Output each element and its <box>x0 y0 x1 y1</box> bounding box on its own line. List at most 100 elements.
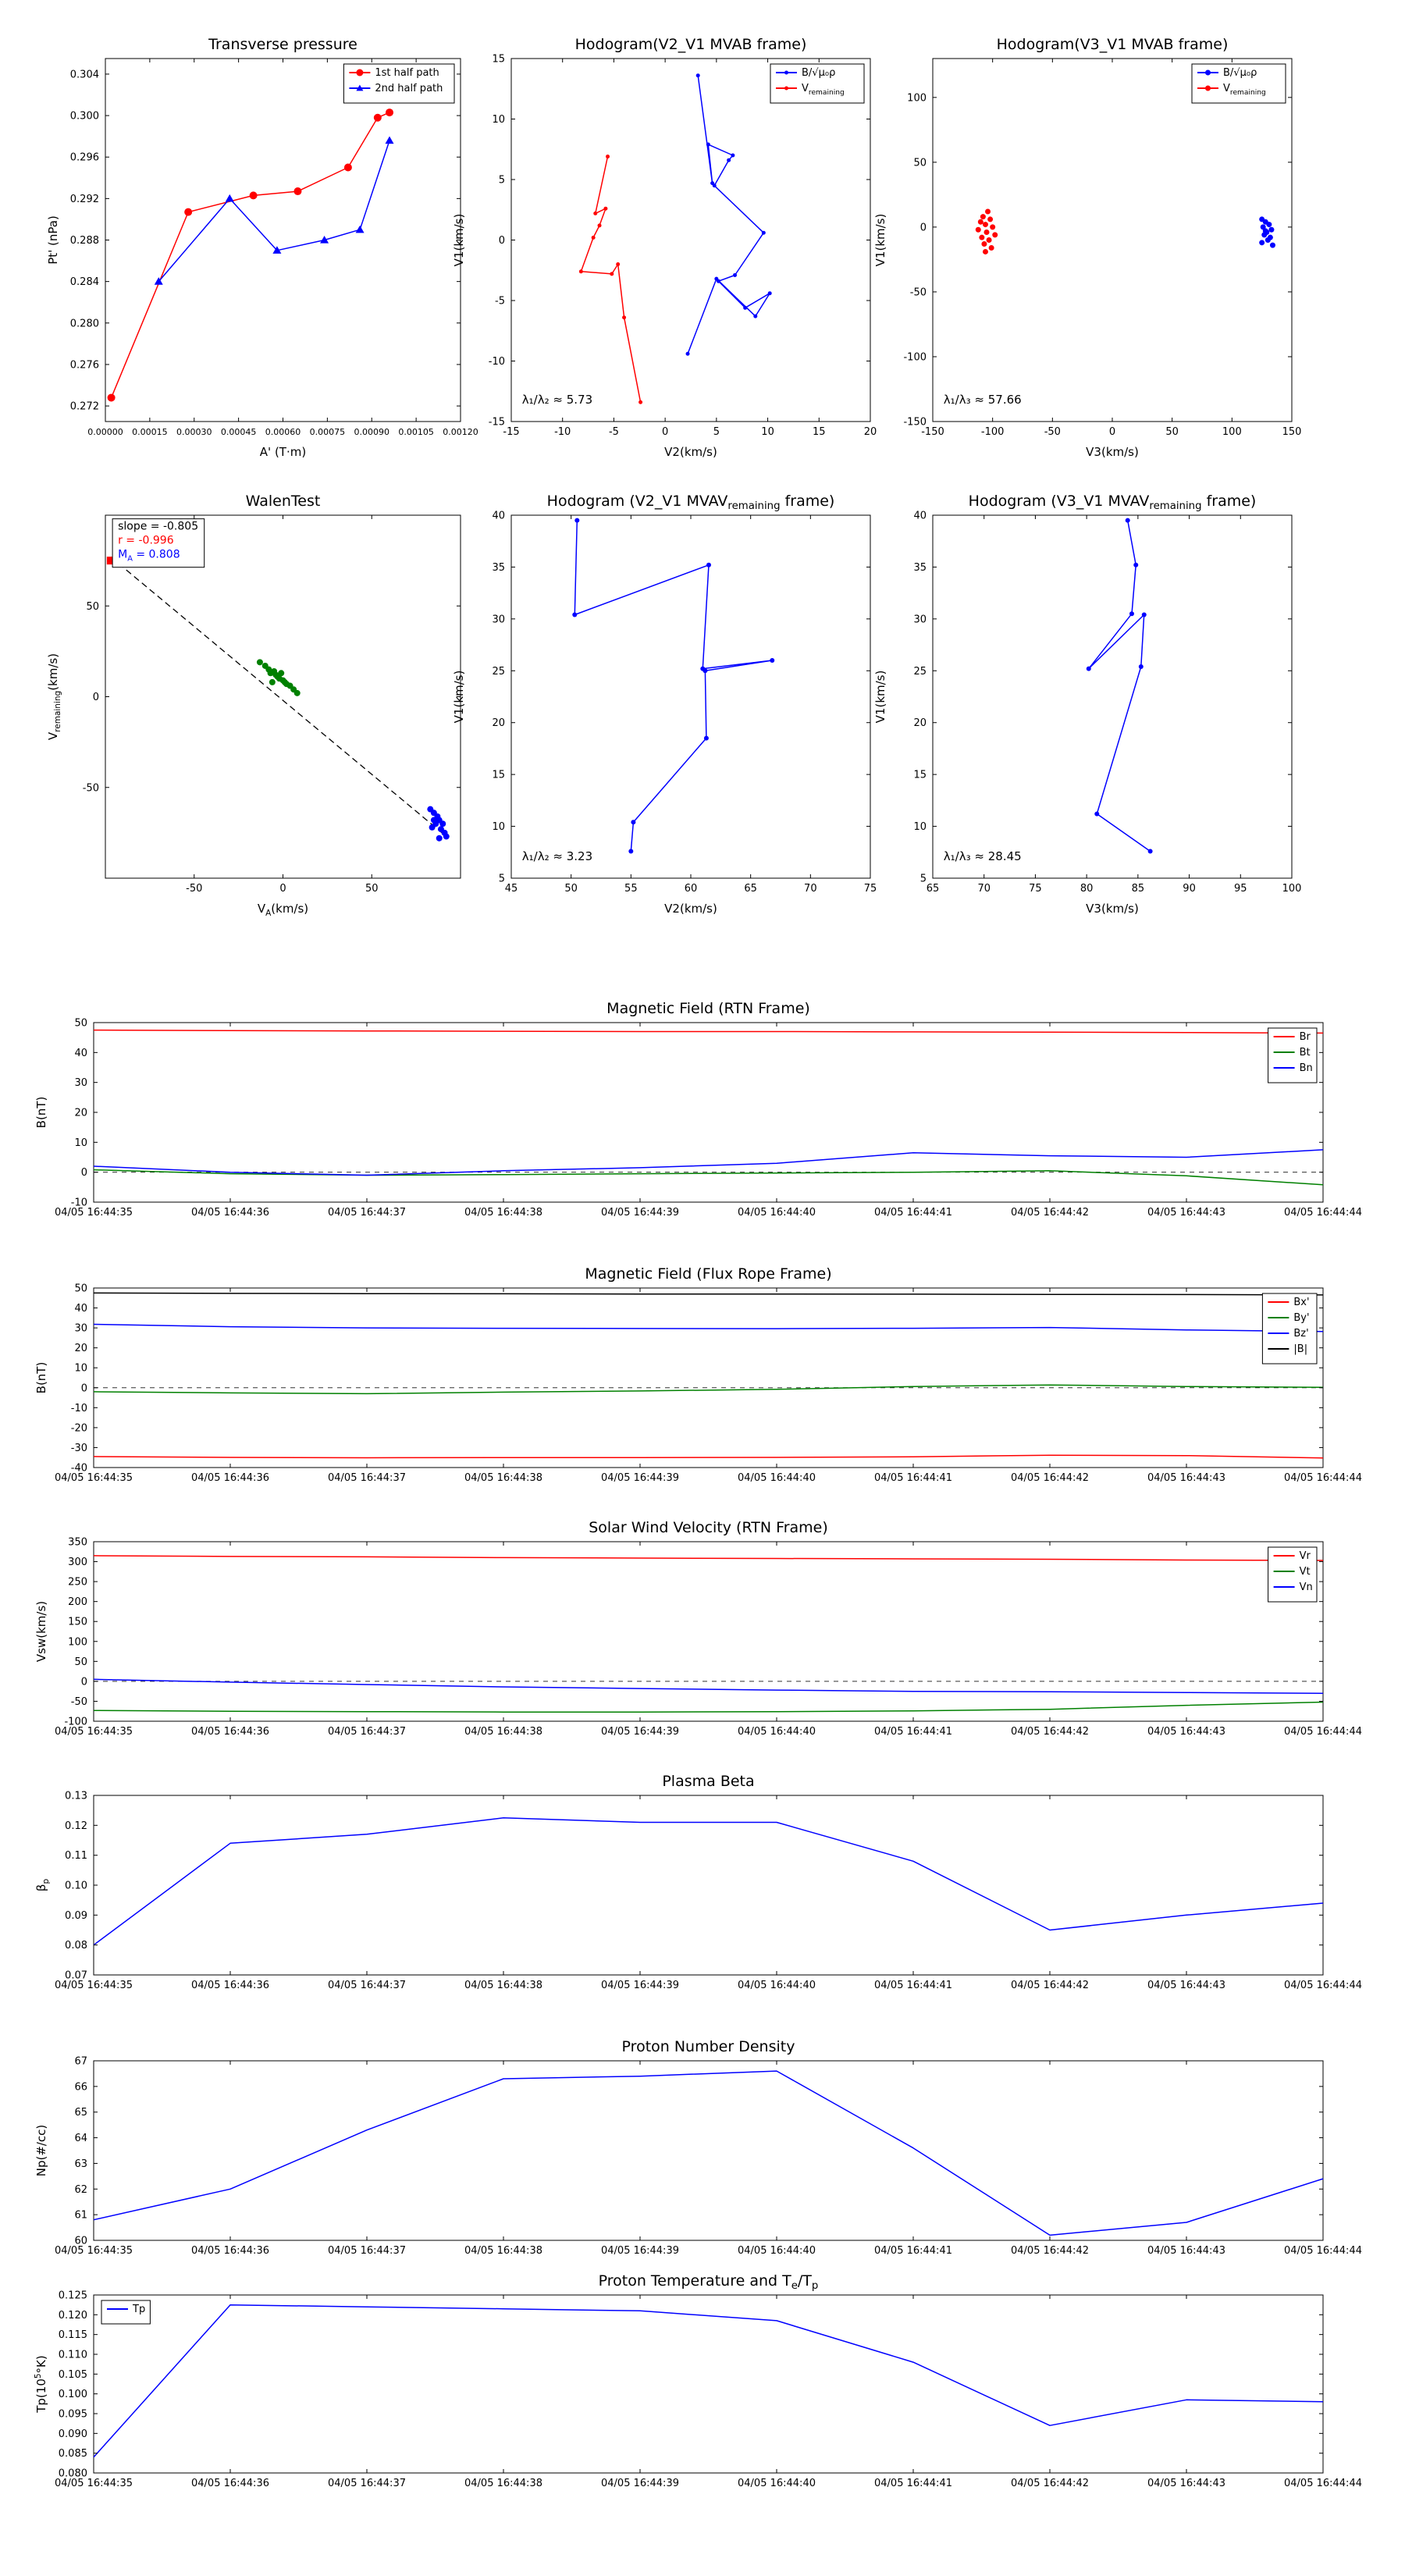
x-tick-label: 70 <box>977 883 991 895</box>
annotation-text: λ₁/λ₃ ≈ 57.66 <box>944 393 1022 407</box>
y-tick-label: 150 <box>68 1617 87 1628</box>
marker-b-over-sqrt-mu0-rho <box>731 153 735 158</box>
marker-first-half-path <box>249 191 258 200</box>
x-tick-label: 04/05 16:44:42 <box>1011 2245 1089 2257</box>
x-tick-label: 04/05 16:44:38 <box>464 1726 542 1738</box>
x-tick-label: 04/05 16:44:37 <box>328 1980 406 1991</box>
legend-item-label: Bt <box>1300 1047 1311 1059</box>
panel-title: Magnetic Field (RTN Frame) <box>606 1000 810 1017</box>
y-axis-label: V1(km/s) <box>452 214 466 267</box>
x-tick-label: 04/05 16:44:44 <box>1284 1472 1362 1484</box>
x-tick-label: 45 <box>505 883 518 895</box>
panel-magnetic-field-rtn: 04/05 16:44:35 04/05 16:44:36 04/05 16:44:… <box>34 1000 1362 1219</box>
series-By-prime <box>93 1384 1324 1395</box>
y-tick-label: -10 <box>71 1403 87 1414</box>
x-tick-label: 04/05 16:44:39 <box>601 1207 679 1219</box>
x-tick-label: 04/05 16:44:39 <box>601 1472 679 1484</box>
legend-sample-marker <box>1205 69 1211 76</box>
series-Vt <box>93 1701 1324 1713</box>
legend-box <box>770 63 865 104</box>
panel-hodogram-v3v1-mvav: 65 70 75 80 85 90 95 100 5 10 15 20 25 30 35 40 Hodogram… <box>873 493 1301 916</box>
marker-second-half-path <box>225 194 234 202</box>
annotation-text: MA = 0.808 <box>118 549 180 564</box>
marker-v-remaining-cluster <box>992 232 998 238</box>
marker-v-remaining-cluster <box>975 226 981 233</box>
x-axis-label: A' (T·m) <box>260 445 306 459</box>
x-tick-label: 04/05 16:44:42 <box>1011 1207 1089 1219</box>
marker-b-over-sqrt-mu0-rho <box>733 272 738 277</box>
y-tick-label: 0.07 <box>65 1970 87 1982</box>
marker-b-hodogram <box>1138 664 1144 669</box>
x-tick-label: 65 <box>744 883 757 895</box>
marker-v-remaining-cluster <box>984 229 990 236</box>
y-axis-label: B(nT) <box>34 1097 48 1129</box>
y-tick-label: 0.105 <box>59 2369 87 2381</box>
series-Bx-prime <box>93 1454 1324 1459</box>
y-tick-label: 0.120 <box>59 2310 87 2322</box>
marker-b-cluster <box>1268 226 1275 233</box>
marker-second-half-path <box>272 246 282 254</box>
panel-proton-temperature: 04/05 16:44:35 04/05 16:44:36 04/05 16:44:… <box>34 2272 1362 2489</box>
marker-b-cluster <box>1264 237 1271 243</box>
x-tick-label: 04/05 16:44:43 <box>1147 2478 1225 2489</box>
plot-area <box>93 2294 1324 2474</box>
x-tick-label: 04/05 16:44:43 <box>1147 1207 1225 1219</box>
series-Bt <box>93 1169 1324 1186</box>
series-Bz-prime <box>93 1323 1324 1332</box>
x-tick-label: 04/05 16:44:42 <box>1011 1726 1089 1738</box>
legend-item-label: Bx' <box>1293 1297 1309 1308</box>
marker-first-half-path <box>386 109 393 117</box>
marker-v-remaining-cluster <box>986 237 992 243</box>
plot-area <box>932 58 1293 422</box>
y-tick-label: 300 <box>68 1557 87 1568</box>
marker-second-half-path <box>320 236 329 244</box>
y-tick-label: 61 <box>74 2210 87 2222</box>
y-tick-label: 10 <box>913 821 927 833</box>
y-tick-label: 30 <box>74 1077 87 1089</box>
marker-b-hodogram <box>1125 518 1130 523</box>
x-tick-label: 04/05 16:44:40 <box>738 2478 816 2489</box>
x-axis-label: V3(km/s) <box>1086 445 1139 459</box>
x-tick-label: 04/05 16:44:41 <box>874 2478 952 2489</box>
y-tick-label: 40 <box>74 1048 87 1059</box>
panel-title: Hodogram(V2_V1 MVAB frame) <box>575 36 807 53</box>
y-tick-label: 0.100 <box>59 2389 87 2400</box>
marker-first-half-path <box>184 208 193 216</box>
y-tick-label: 0 <box>81 1676 87 1688</box>
marker-v-remaining <box>593 211 598 215</box>
x-tick-label: 04/05 16:44:38 <box>464 2245 542 2257</box>
x-tick-label: 55 <box>624 883 638 895</box>
panel-title: Solar Wind Velocity (RTN Frame) <box>589 1519 828 1536</box>
marker-b-over-sqrt-mu0-rho <box>695 73 700 78</box>
annotation-text: r = -0.996 <box>118 535 174 547</box>
y-tick-label: 67 <box>74 2056 87 2068</box>
y-axis-label: Np(#/cc) <box>34 2125 48 2177</box>
x-tick-label: 04/05 16:44:35 <box>55 2245 133 2257</box>
y-tick-label: -5 <box>495 296 505 308</box>
series-Br <box>93 1029 1324 1034</box>
y-tick-label: -10 <box>71 1197 87 1209</box>
y-tick-label: -50 <box>910 286 927 298</box>
y-tick-label: 50 <box>86 601 99 613</box>
y-tick-label: 0.08 <box>65 1940 87 1952</box>
x-tick-label: 0 <box>1109 426 1115 438</box>
y-tick-label: 350 <box>68 1537 87 1549</box>
legend-item-label: Vremaining <box>1223 83 1266 97</box>
x-tick-label: 0.00105 <box>398 427 434 437</box>
y-tick-label: 62 <box>74 2184 87 2196</box>
x-tick-label: 0.00015 <box>132 427 168 437</box>
y-tick-label: 0 <box>93 692 99 703</box>
y-tick-label: -40 <box>71 1463 87 1475</box>
legend-box <box>1261 1293 1318 1364</box>
x-tick-label: 04/05 16:44:38 <box>464 1207 542 1219</box>
marker-b-hodogram <box>703 735 709 741</box>
x-tick-label: 5 <box>713 426 720 438</box>
plot-area <box>932 514 1293 879</box>
x-tick-label: 10 <box>761 426 774 438</box>
panel-solar-wind-velocity-rtn: 04/05 16:44:35 04/05 16:44:36 04/05 16:44:… <box>34 1519 1362 1738</box>
x-tick-label: 04/05 16:44:40 <box>738 1472 816 1484</box>
marker-v-remaining <box>616 262 621 266</box>
x-tick-label: 0 <box>279 883 286 895</box>
y-tick-label: 10 <box>492 114 505 126</box>
annotation-text: λ₁/λ₂ ≈ 3.23 <box>522 849 592 863</box>
